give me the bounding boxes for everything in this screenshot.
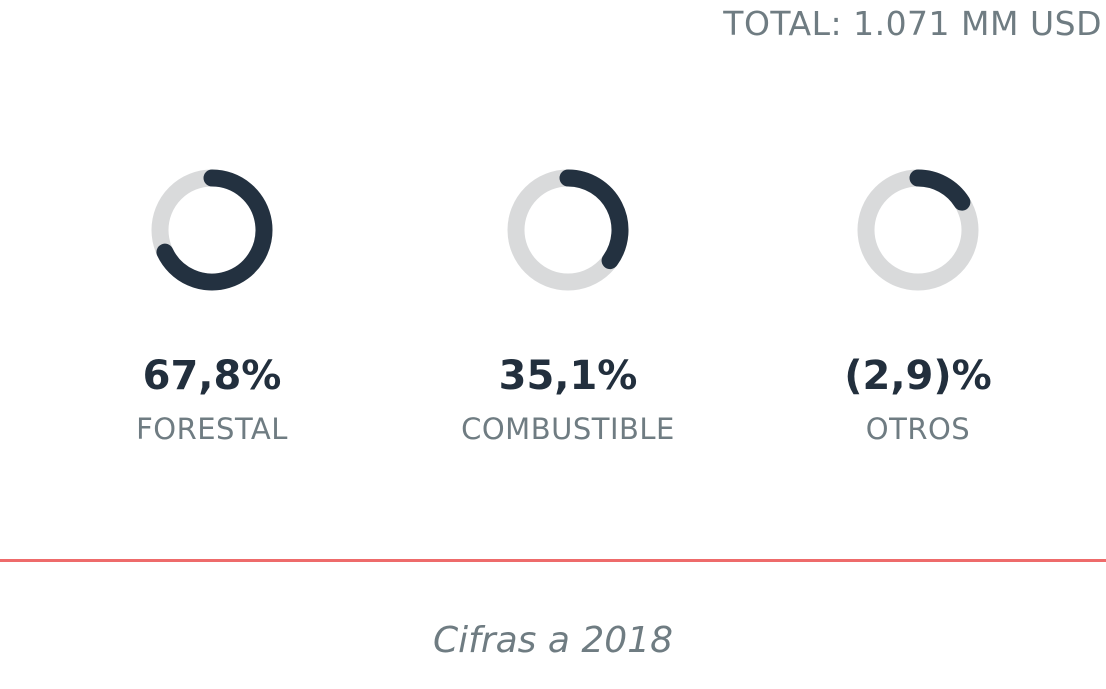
metric-label-otros: OTROS (865, 412, 971, 446)
metric-combustible: 35,1% COMBUSTIBLE (408, 160, 728, 446)
metric-value-forestal: 67,8% (142, 353, 282, 399)
metric-value-combustible: 35,1% (498, 353, 638, 399)
donut-arc-forestal (156, 169, 273, 291)
metric-label-combustible: COMBUSTIBLE (461, 412, 675, 446)
donut-chart-combustible (507, 169, 629, 291)
donut-arc-otros (909, 169, 971, 211)
donut-chart-forestal (151, 169, 273, 291)
metric-value-otros: (2,9)% (844, 353, 992, 399)
metric-label-forestal: FORESTAL (136, 412, 288, 446)
metric-otros: (2,9)% OTROS (758, 160, 1078, 446)
metric-forestal: 67,8% FORESTAL (52, 160, 372, 446)
donut-arc-combustible (559, 169, 629, 270)
donut-chart-otros (857, 169, 979, 291)
total-label: TOTAL: 1.071 MM USD (723, 4, 1102, 43)
divider-line (0, 559, 1106, 562)
footnote: Cifras a 2018 (433, 620, 673, 661)
